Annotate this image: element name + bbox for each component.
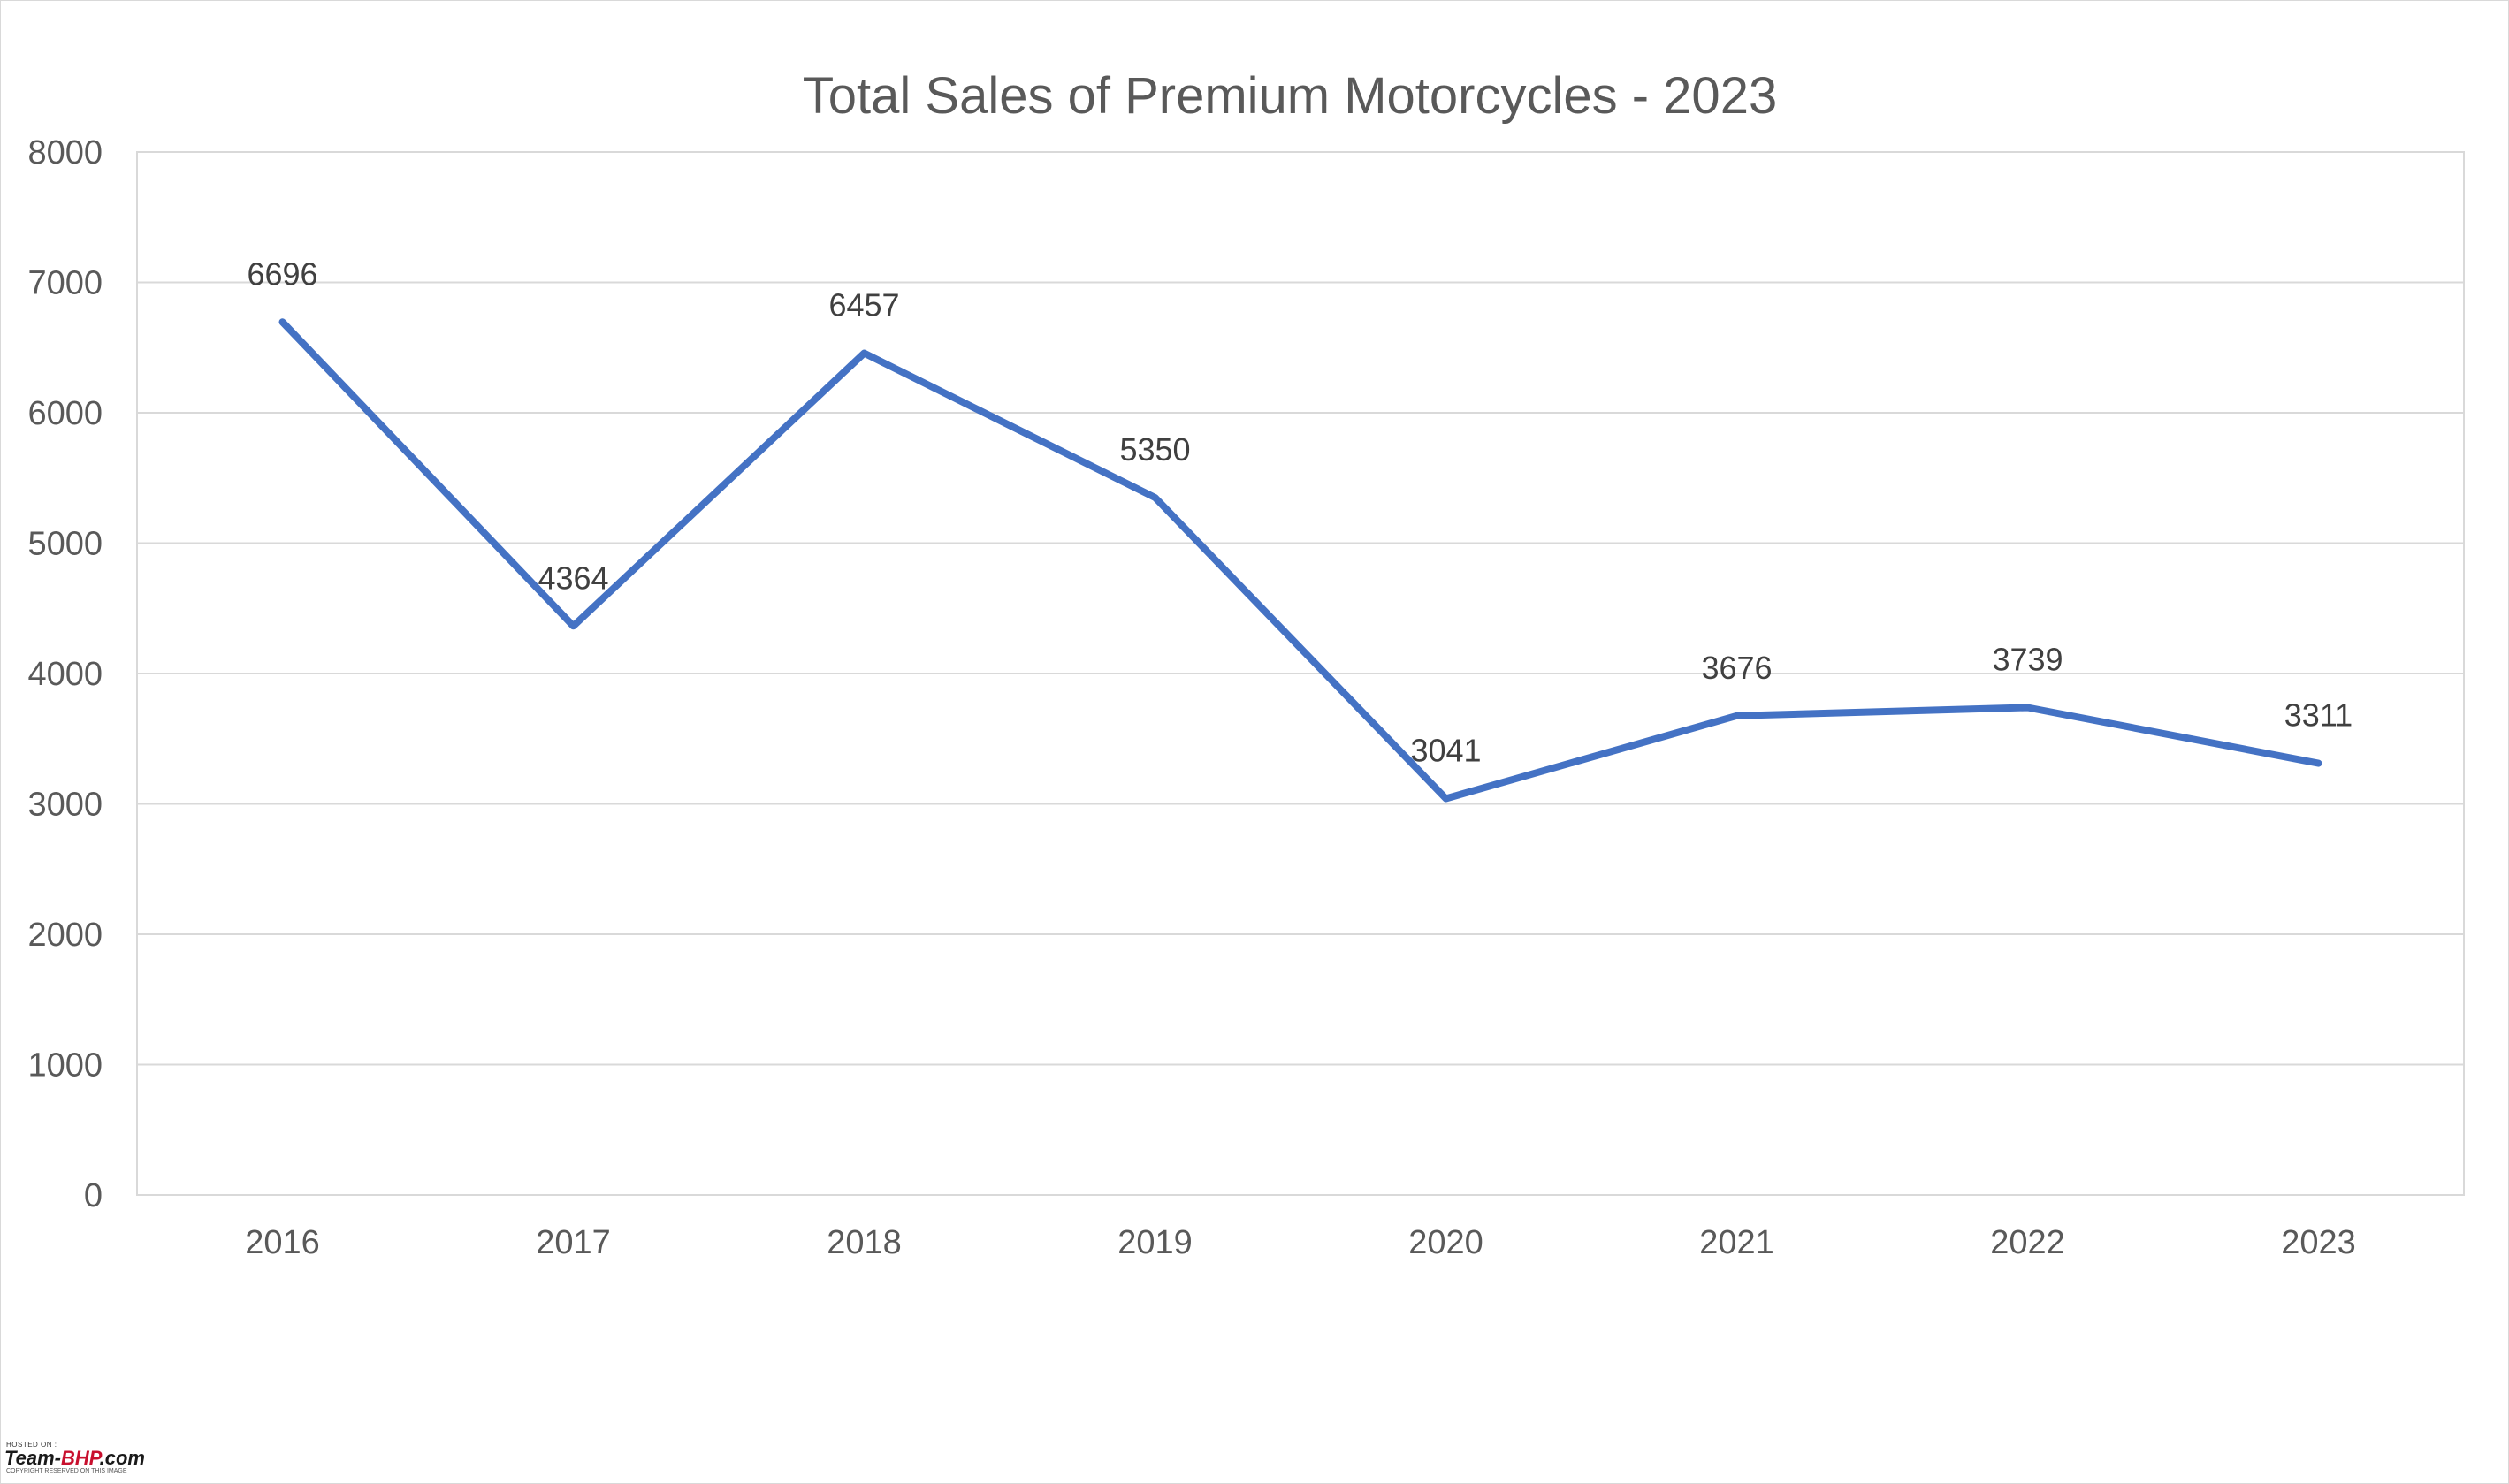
y-tick-label-5000: 5000 <box>27 526 103 563</box>
data-label-2022: 3739 <box>1992 641 2063 677</box>
x-tick-label-2019: 2019 <box>1117 1224 1193 1261</box>
data-label-2018: 6457 <box>828 287 899 323</box>
series-line <box>278 318 2322 803</box>
watermark-brand-prefix: Team- <box>4 1447 61 1469</box>
watermark-sub-text: COPYRIGHT RESERVED ON THIS IMAGE <box>6 1468 127 1474</box>
y-tick-label-6000: 6000 <box>27 395 103 432</box>
y-axis-tick-labels: 0 1000 2000 3000 4000 5000 6000 7000 8000 <box>27 134 103 1214</box>
data-label-2019: 5350 <box>1119 431 1190 468</box>
x-tick-label-2020: 2020 <box>1408 1224 1483 1261</box>
y-tick-label-1000: 1000 <box>27 1047 103 1084</box>
watermark-hosted-text: HOSTED ON : <box>6 1441 57 1449</box>
y-tick-label-3000: 3000 <box>27 787 103 824</box>
x-tick-label-2021: 2021 <box>1699 1224 1774 1261</box>
data-labels: 6696 4364 6457 5350 3041 3676 3739 3311 <box>247 255 2353 768</box>
x-axis-tick-labels: 2016 2017 2018 2019 2020 2021 2022 2023 <box>245 1224 2356 1261</box>
watermark-brand-suffix: .com <box>99 1447 145 1469</box>
x-tick-label-2018: 2018 <box>827 1224 902 1261</box>
y-tick-label-0: 0 <box>84 1177 103 1214</box>
x-tick-label-2022: 2022 <box>1990 1224 2065 1261</box>
y-tick-label-7000: 7000 <box>27 265 103 302</box>
x-tick-label-2016: 2016 <box>245 1224 320 1261</box>
data-label-2020: 3041 <box>1410 732 1481 768</box>
x-tick-label-2017: 2017 <box>536 1224 611 1261</box>
data-label-2023: 3311 <box>2284 697 2353 734</box>
y-tick-label-8000: 8000 <box>27 134 103 171</box>
team-bhp-watermark-logo: HOSTED ON : Team-BHP.com COPYRIGHT RESER… <box>4 1441 172 1476</box>
data-label-2016: 6696 <box>247 255 317 292</box>
x-tick-label-2023: 2023 <box>2281 1224 2356 1261</box>
series-line-group <box>278 318 2322 803</box>
data-label-2021: 3676 <box>1701 650 1772 686</box>
watermark-brand: Team-BHP.com <box>4 1447 145 1470</box>
y-tick-label-2000: 2000 <box>27 917 103 954</box>
data-label-2017: 4364 <box>538 559 608 596</box>
chart-title: Total Sales of Premium Motorcycles - 202… <box>803 67 1777 125</box>
y-tick-label-4000: 4000 <box>27 656 103 693</box>
watermark-brand-accent: BHP <box>60 1447 100 1469</box>
grid-lines <box>136 151 2465 1196</box>
